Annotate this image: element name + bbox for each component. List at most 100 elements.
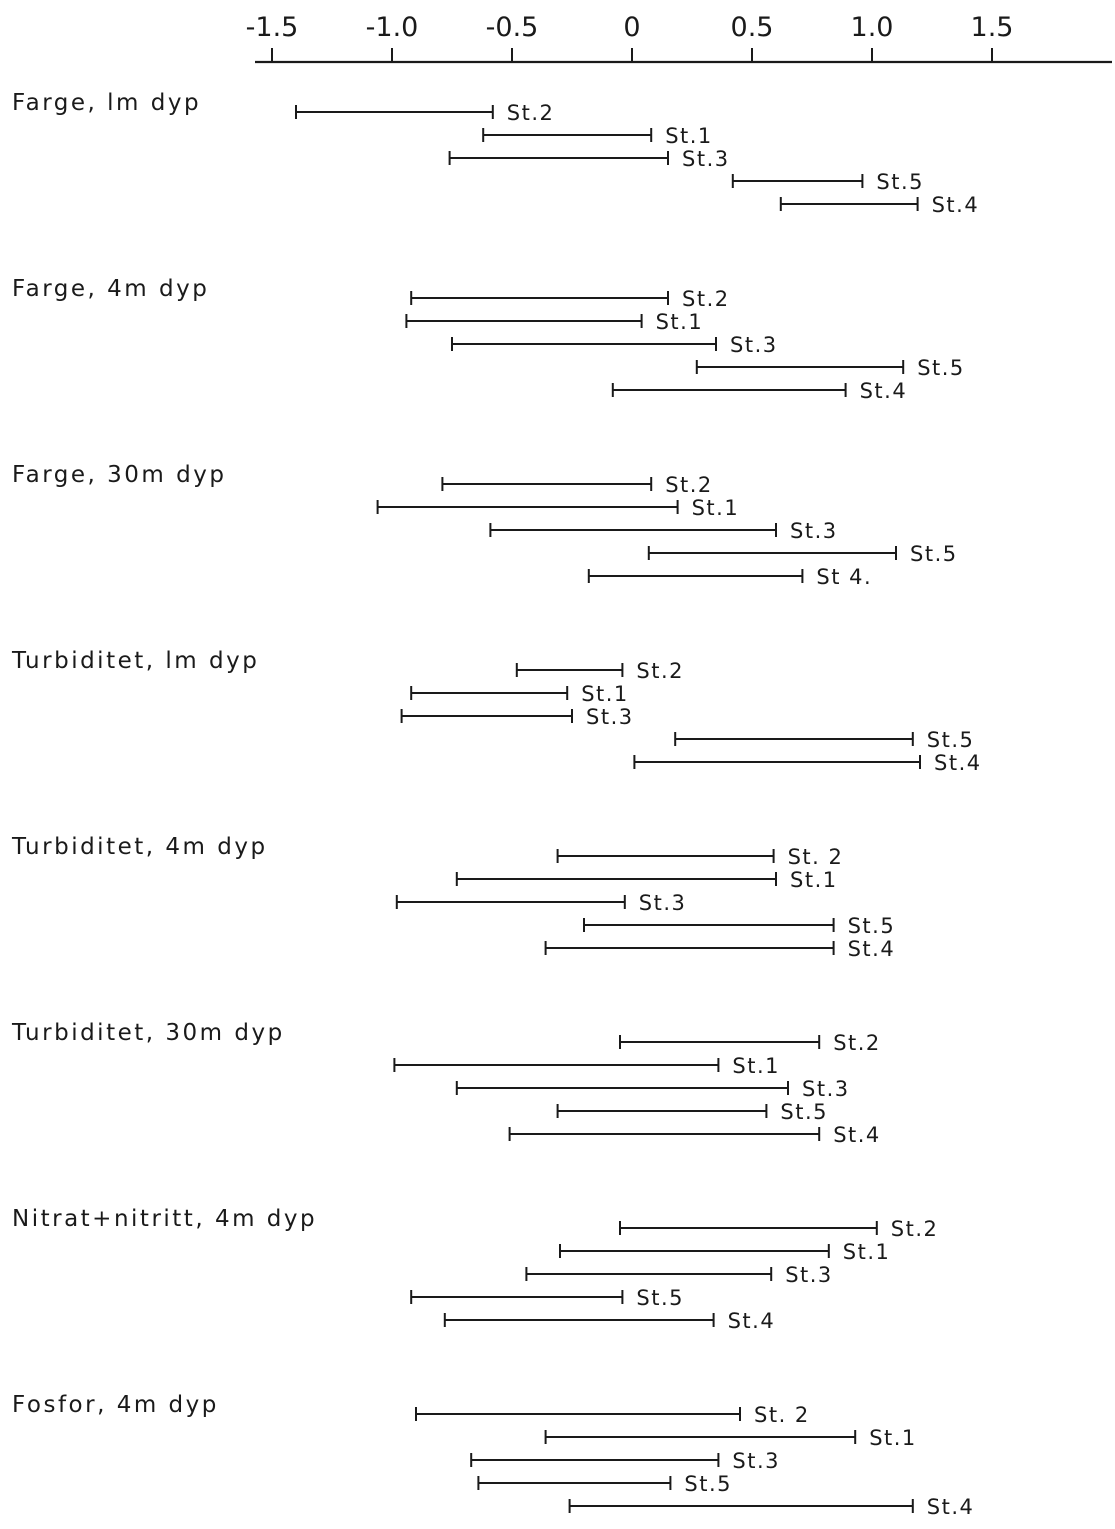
group-label: Fosfor, 4m dyp: [12, 1392, 219, 1418]
station-label: St.3: [732, 1449, 780, 1473]
group-label: Farge, 30m dyp: [12, 462, 226, 488]
station-label: St.3: [639, 891, 687, 915]
station-label: St.4: [833, 1123, 881, 1147]
interval-groups: Farge, lm dyp St.2St.1St.3St.5St.4Farge, …: [11, 90, 982, 1519]
station-label: St.2: [636, 659, 684, 683]
interval-group: Turbiditet, 30m dyp St.2 St.1 St.3St.5St.4: [11, 1020, 881, 1147]
station-label: St.3: [682, 147, 730, 171]
interval-group: Farge, 30m dyp St.2St.1 St.3 St.5 St 4.: [12, 462, 958, 589]
station-label: St.4: [860, 379, 908, 403]
station-label: St.4: [927, 1495, 975, 1519]
x-axis: -1.5 -1.0 -0.5 0 0.5 1.0 1.5: [246, 12, 1112, 62]
group-label: Nitrat+nitritt, 4m dyp: [12, 1206, 317, 1232]
interval-bar: St.1: [394, 1054, 780, 1078]
interval-bar: St.1: [406, 310, 703, 334]
interval-bar: St 4.: [589, 565, 872, 589]
station-label: St.1: [843, 1240, 891, 1264]
group-label: Turbiditet, 4m dyp: [11, 834, 268, 860]
interval-bar: St.5: [558, 1100, 828, 1124]
interval-bar: St.1: [378, 496, 740, 520]
x-tick-label: -1.5: [246, 12, 299, 43]
interval-bar: St.3: [457, 1077, 850, 1101]
station-label: St 4.: [816, 565, 872, 589]
interval-bar: St.4: [546, 937, 896, 961]
station-label: St.5: [636, 1286, 684, 1310]
station-label: St.5: [927, 728, 975, 752]
station-label: St.3: [730, 333, 778, 357]
interval-bar: St.4: [570, 1495, 975, 1519]
interval-group: Turbiditet, lm dyp St.2 St.1St.3 St.5St.4: [11, 648, 982, 775]
station-label: St.1: [665, 124, 713, 148]
station-label: St.1: [790, 868, 838, 892]
station-label: St.5: [684, 1472, 732, 1496]
group-label: Turbiditet, lm dyp: [11, 648, 259, 674]
interval-bar: St. 2: [558, 845, 844, 869]
station-label: St. 2: [788, 845, 844, 869]
station-label: St.2: [833, 1031, 881, 1055]
interval-bar: St.4: [634, 751, 981, 775]
interval-group: Fosfor, 4m dyp St. 2 St.1 St.3St.5 St.4: [12, 1392, 974, 1519]
interval-bar: St.5: [411, 1286, 684, 1310]
interval-bar: St.3: [452, 333, 778, 357]
interval-bar: St.2: [442, 473, 712, 497]
interval-group: Farge, 4m dyp St.2St.1 St.3 St.5 St.4: [12, 276, 965, 403]
interval-bar: St.5: [675, 728, 974, 752]
station-label: St.1: [732, 1054, 780, 1078]
station-label: St.4: [728, 1309, 776, 1333]
station-label: St.2: [891, 1217, 939, 1241]
station-label: St.1: [869, 1426, 917, 1450]
interval-bar: St.2: [517, 659, 684, 683]
station-label: St.5: [848, 914, 896, 938]
interval-bar: St.4: [445, 1309, 775, 1333]
x-tick-label: 1.0: [851, 12, 894, 43]
station-label: St.2: [682, 287, 730, 311]
interval-bar: St.5: [697, 356, 965, 380]
interval-bar: St.5: [584, 914, 895, 938]
group-label: Turbiditet, 30m dyp: [11, 1020, 285, 1046]
x-tick-label: -1.0: [366, 12, 419, 43]
station-label: St.3: [785, 1263, 833, 1287]
x-tick-label: 0.5: [731, 12, 774, 43]
interval-bar: St. 2: [416, 1403, 810, 1427]
x-tick-label: -0.5: [486, 12, 539, 43]
interval-bar: St.4: [781, 193, 979, 217]
interval-bar: St.3: [490, 519, 837, 543]
station-label: St.3: [802, 1077, 850, 1101]
interval-bar: St.3: [402, 705, 634, 729]
station-label: St.4: [932, 193, 980, 217]
x-tick-label: 1.5: [971, 12, 1014, 43]
interval-bar: St.2: [411, 287, 729, 311]
station-label: St. 2: [754, 1403, 810, 1427]
group-label: Farge, 4m dyp: [12, 276, 209, 302]
station-label: St.1: [581, 682, 629, 706]
station-label: St.3: [790, 519, 838, 543]
interval-bar: St.1: [546, 1426, 917, 1450]
station-label: St.3: [586, 705, 634, 729]
interval-bar: St.1: [483, 124, 713, 148]
station-label: St.5: [917, 356, 965, 380]
station-label: St.4: [934, 751, 982, 775]
station-label: St.2: [507, 101, 555, 125]
interval-bar: St.1: [560, 1240, 890, 1264]
station-label: St.1: [692, 496, 740, 520]
interval-bar: St.3: [471, 1449, 780, 1473]
interval-bar: St.5: [649, 542, 958, 566]
interval-group: Farge, lm dyp St.2 St.1St.3 St.5 St.4: [12, 90, 979, 217]
interval-bar: St.4: [613, 379, 907, 403]
group-label: Farge, lm dyp: [12, 90, 201, 116]
station-label: St.5: [780, 1100, 828, 1124]
interval-bar: St.2: [620, 1217, 938, 1241]
interval-bar: St.5: [733, 170, 924, 194]
interval-bar: St.2: [620, 1031, 881, 1055]
interval-group: Nitrat+nitritt, 4m dyp St.2St.1 St.3 St.5 St…: [12, 1206, 938, 1333]
interval-bar: St.3: [397, 891, 687, 915]
interval-bar: St.3: [526, 1263, 832, 1287]
x-tick-label: 0: [623, 12, 640, 43]
station-label: St.1: [656, 310, 704, 334]
interval-group: Turbiditet, 4m dyp St. 2St.1 St.3 St.5St.4: [11, 834, 895, 961]
station-label: St.5: [876, 170, 924, 194]
interval-bar: St.1: [457, 868, 838, 892]
interval-bar: St.1: [411, 682, 629, 706]
station-label: St.5: [910, 542, 958, 566]
